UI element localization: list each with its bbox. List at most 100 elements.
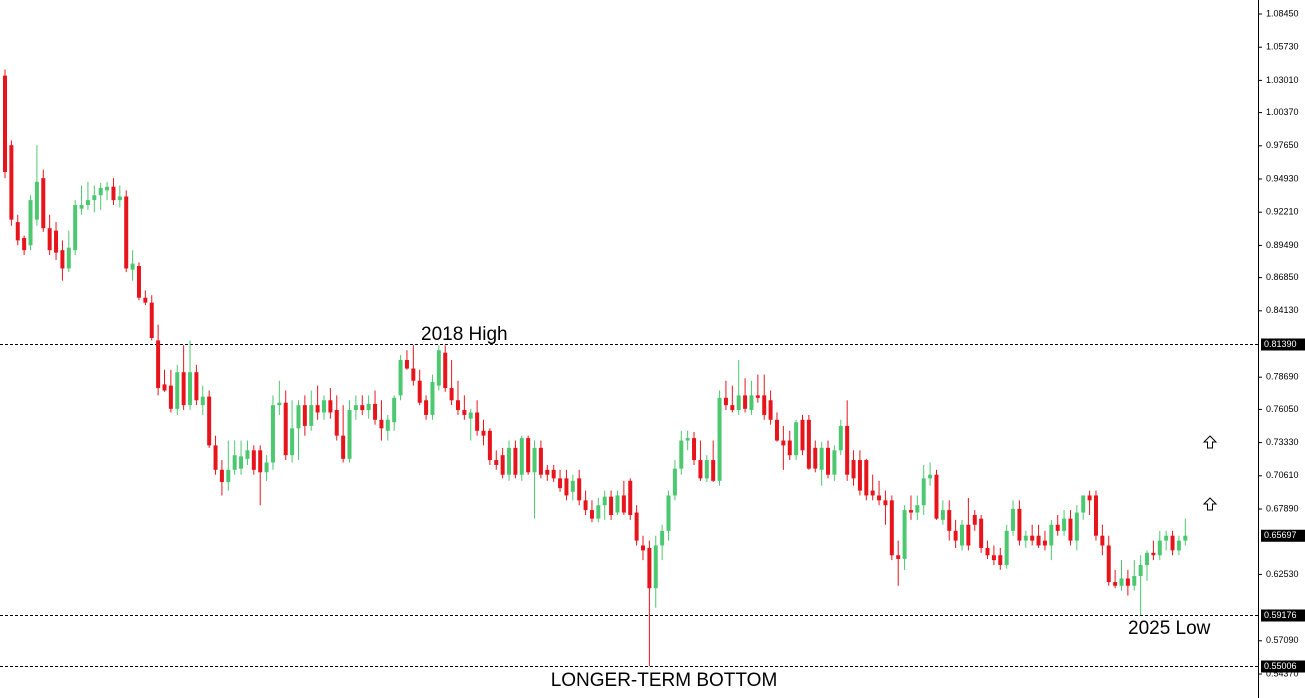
candle-body [1145,552,1150,566]
candles [3,69,1188,667]
candle-body [353,405,358,411]
candle-body [672,468,677,496]
candle-body [207,396,212,446]
candle-body [302,405,307,426]
candle-body [194,372,199,401]
y-tick-label: 1.00370 [1266,107,1299,117]
candle-body [596,505,601,519]
candle-body [1068,518,1073,541]
candle-body [1151,552,1156,556]
candle-body [787,440,792,456]
candle-body [653,545,658,589]
candle-body [1106,545,1111,583]
y-tick-label: 0.94930 [1266,173,1299,183]
candle-body [704,460,709,479]
candle-body [928,474,933,479]
candle-body [768,400,773,420]
candle-body [794,422,799,456]
candle-body [947,510,952,531]
candle-body [1087,495,1092,501]
candle-body [398,359,403,396]
candle-body [851,460,856,479]
candle-body [92,195,97,201]
candle-body [251,450,256,470]
candle-body [736,395,741,411]
annotation: LONGER-TERM BOTTOM [551,670,778,691]
candle-body [494,460,499,465]
candle-body [283,402,288,456]
candle-body [181,372,186,406]
candle-body [73,204,78,251]
candle-body [609,496,614,515]
candle-body [857,460,862,491]
y-tick-label: 0.78690 [1266,372,1299,382]
candle-body [1093,495,1098,536]
candle-body [621,495,626,513]
candle-body [156,340,161,389]
candle-body [519,438,524,475]
y-tick-label: 0.73330 [1266,437,1299,447]
candle-body [15,222,20,241]
candle-body [22,237,27,251]
candle-body [513,447,518,475]
candle-body [819,447,824,470]
candle-body [379,419,384,429]
candle-body [1164,535,1169,541]
candle-body [66,247,71,269]
candle-body [583,500,588,511]
candle-body [404,359,409,369]
candle-body [105,186,110,191]
y-tick-label: 0.86850 [1266,272,1299,282]
candle-body [998,555,1003,566]
candle-body [481,430,486,436]
candle-body [743,395,748,409]
y-tick-label: 0.97650 [1266,140,1299,150]
y-tick-label: 1.08450 [1266,8,1299,18]
candle-body [54,230,59,253]
candle-body [545,469,550,475]
candle-body [641,545,645,551]
candle-body [258,450,263,473]
y-tick-label: 0.62530 [1266,569,1299,579]
candle-body [877,495,882,501]
candle-body [226,469,231,483]
candle-body [168,385,173,409]
candle-body [589,510,594,519]
candle-body [507,447,512,475]
candle-body [813,447,818,469]
candle-body [570,480,575,492]
candle-body [1030,535,1035,541]
candle-body [1125,578,1130,586]
candle-body [1049,524,1054,546]
candle-body [334,410,339,436]
candle-body [245,450,250,459]
candle-body [838,425,843,451]
candle-body [417,380,422,403]
candle-body [953,530,958,541]
y-tick-label: 0.57090 [1266,635,1299,645]
candle-body [296,405,301,429]
candle-body [666,495,671,531]
candle-body [532,447,537,473]
candle-body [1119,578,1124,586]
candle-body [85,200,90,205]
y-tick-label: 0.76050 [1266,404,1299,414]
candle-body [1023,535,1028,541]
candle-body [698,460,703,479]
candle-body [826,447,831,475]
level-label-box [1261,609,1305,622]
candle-body [328,400,333,413]
candle-body [755,395,760,398]
candle-body [979,518,984,548]
candle-body [1036,535,1041,546]
candle-body [762,395,767,415]
y-tick-label: 1.05730 [1266,42,1299,52]
candle-body [28,200,33,246]
candle-body [1138,565,1143,577]
candle-body [468,412,473,419]
candle-body [902,510,907,559]
candle-body [1042,540,1047,546]
candle-body [264,462,269,473]
candle-body [124,196,129,269]
candle-body [347,410,352,459]
